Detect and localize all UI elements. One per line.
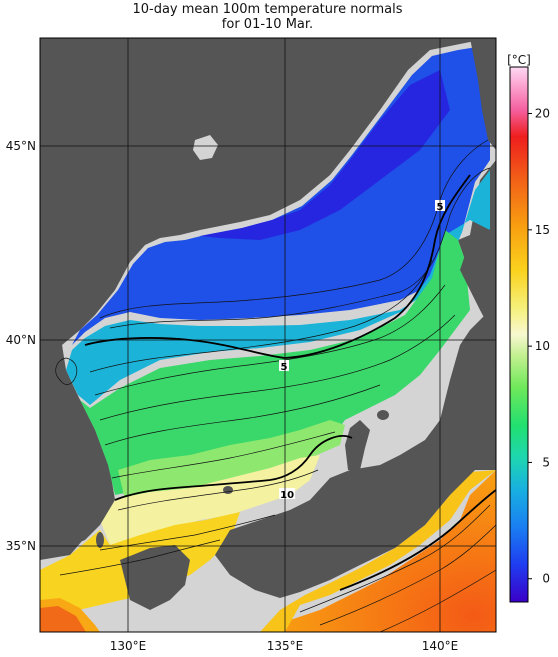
hokkaido-island [460,228,496,340]
oki-island [223,486,233,494]
map-frame [39,37,497,633]
major-isotherms [84,174,496,591]
tsushima-island [96,532,104,548]
lat-label-35: 35°N [6,539,36,553]
kyushu-island [120,545,190,610]
lat-label-45: 45°N [6,139,36,153]
colorbar-ticks: 0 5 10 15 20 [528,107,550,586]
colorbar-scale [509,66,529,603]
isotherm-10 [114,435,353,501]
sea-cyan-band [66,170,490,405]
lake-khanka [193,135,218,160]
contour-label: 10 [280,490,294,501]
noto-peninsula [345,420,370,470]
lat-label-40: 40°N [6,333,36,347]
lon-label-135: 135°E [267,639,304,653]
isotherm-15 [339,489,496,591]
colorbar-label-15: 15 [535,223,550,237]
map-area [40,38,496,632]
korea-peninsula [40,330,115,552]
sado-island [377,410,389,420]
colorbar-label-10: 10 [535,339,550,353]
contour-label: 5 [281,362,288,373]
sakhalin-island [470,38,496,150]
sea-temperature-field [40,38,496,632]
isotherm-5 [84,174,471,359]
sea-pacific-yellow [260,470,496,632]
map-subtitle: for 01-10 Mar. [221,17,314,32]
lon-label-140: 140°E [422,639,459,653]
graticule [40,38,496,632]
colorbar-label-5: 5 [542,455,550,469]
sea-coldest-core [200,70,450,240]
sea-southwest-red [40,606,86,632]
colorbar: [°C] 0 5 10 15 20 [507,53,550,603]
colorbar-unit: [°C] [507,53,531,67]
colorbar-label-0: 0 [542,572,550,586]
sea-green-band [80,230,470,495]
sea-light-green [118,420,345,500]
sea-pale-yellow [100,455,320,545]
sea-pacific-warm [270,470,496,632]
map-title: 10-day mean 100m temperature normals [132,2,403,17]
contour-label-bg [279,488,296,499]
colorbar-label-20: 20 [535,107,550,121]
lon-label-130: 130°E [110,639,147,653]
contour-label-bg [279,360,289,371]
